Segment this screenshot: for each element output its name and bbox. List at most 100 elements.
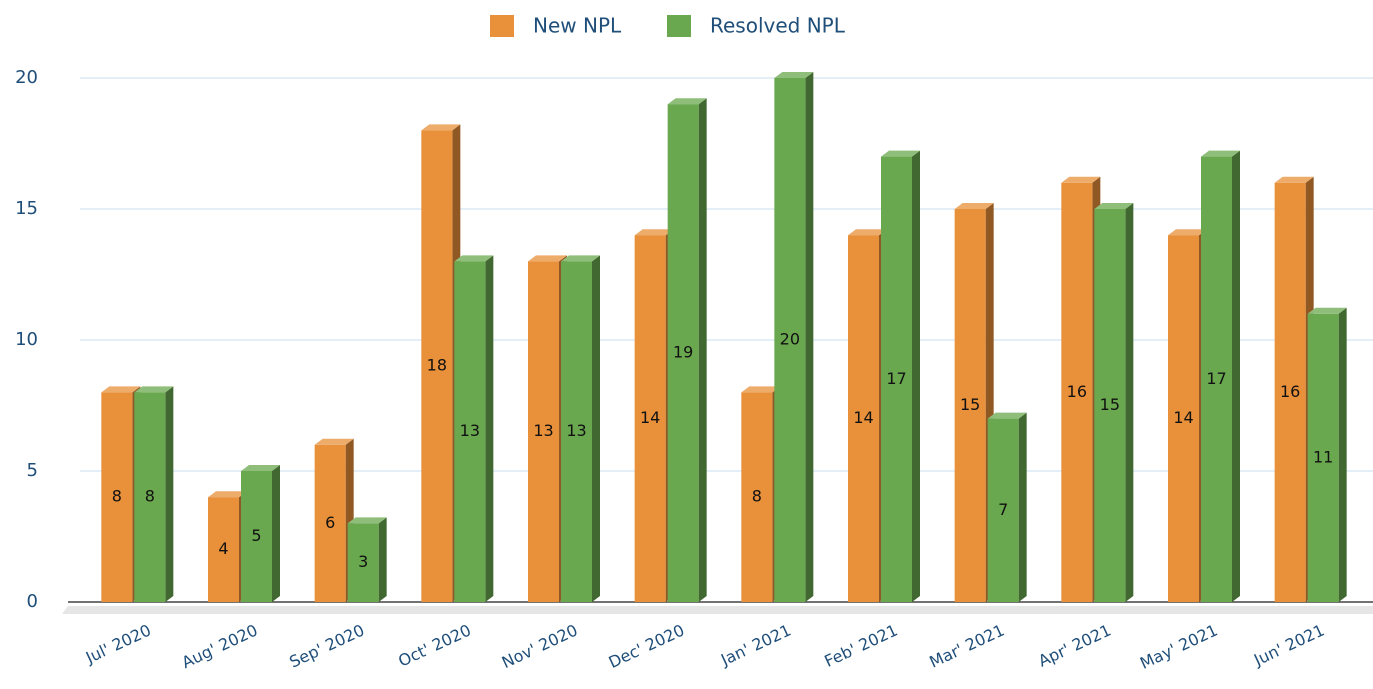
bar-side bbox=[272, 465, 280, 602]
bar bbox=[454, 255, 494, 602]
value-label: 8 bbox=[752, 487, 762, 506]
y-tick-label: 20 bbox=[15, 67, 38, 88]
bar-side bbox=[698, 98, 707, 602]
bar-front bbox=[774, 78, 806, 602]
bar bbox=[1094, 203, 1134, 602]
bar-top bbox=[667, 98, 707, 105]
bar-top bbox=[101, 386, 141, 393]
value-label: 19 bbox=[673, 343, 693, 362]
bar bbox=[1201, 150, 1240, 602]
bar bbox=[134, 386, 174, 602]
bar bbox=[561, 255, 600, 602]
bar-top bbox=[454, 255, 494, 262]
bar bbox=[774, 72, 814, 602]
x-tick-label: Jul' 2020 bbox=[82, 620, 154, 667]
value-label: 13 bbox=[533, 421, 553, 440]
legend-swatch bbox=[667, 15, 691, 37]
bar-front bbox=[741, 392, 773, 602]
bar-front bbox=[987, 418, 1019, 602]
bar bbox=[241, 465, 280, 602]
bar-front bbox=[208, 497, 239, 602]
bar bbox=[667, 98, 707, 602]
bar-front bbox=[421, 130, 453, 602]
bar-top bbox=[1201, 150, 1240, 157]
value-label: 8 bbox=[145, 487, 155, 506]
bar bbox=[1307, 307, 1347, 602]
value-label: 17 bbox=[886, 369, 906, 388]
bar-side bbox=[1018, 412, 1027, 602]
bar-front bbox=[134, 392, 166, 602]
bar-front bbox=[561, 261, 592, 602]
bar-side bbox=[165, 386, 174, 602]
bar-front bbox=[667, 104, 699, 602]
x-tick-label: Jan' 2021 bbox=[717, 620, 794, 669]
legend-swatch bbox=[490, 15, 514, 37]
bar-top bbox=[561, 255, 600, 262]
bar-front bbox=[1061, 182, 1093, 603]
x-tick-label: Apr' 2021 bbox=[1035, 620, 1114, 670]
bar-side bbox=[1232, 150, 1240, 602]
bar-side bbox=[805, 72, 814, 602]
y-tick-label: 5 bbox=[27, 460, 38, 481]
bar-front bbox=[528, 261, 559, 602]
bar-side bbox=[1338, 307, 1347, 602]
x-tick-label: May' 2021 bbox=[1137, 620, 1221, 672]
bar-top bbox=[848, 229, 887, 236]
bar-front bbox=[1168, 235, 1199, 602]
bar-top bbox=[1168, 229, 1207, 236]
bar-front bbox=[1094, 209, 1126, 602]
x-tick-label: Oct' 2020 bbox=[395, 620, 474, 670]
x-tick-label: Dec' 2020 bbox=[606, 620, 688, 672]
value-label: 11 bbox=[1313, 447, 1333, 466]
value-label: 16 bbox=[1067, 382, 1087, 401]
bar-front bbox=[241, 471, 272, 602]
value-label: 15 bbox=[960, 395, 980, 414]
value-label: 3 bbox=[358, 552, 368, 571]
value-label: 14 bbox=[1173, 408, 1193, 427]
bar-side bbox=[1125, 203, 1134, 602]
bar-side bbox=[592, 255, 600, 602]
bar-top bbox=[774, 72, 814, 78]
value-label: 4 bbox=[218, 539, 228, 558]
bar-top bbox=[634, 229, 674, 236]
bar-front bbox=[347, 523, 379, 602]
value-label: 20 bbox=[780, 330, 800, 349]
x-tick-label: Sep' 2020 bbox=[286, 620, 367, 671]
x-tick-label: Feb' 2021 bbox=[821, 620, 900, 670]
value-label: 15 bbox=[1100, 395, 1120, 414]
bar-side bbox=[378, 517, 387, 602]
bar-top bbox=[208, 491, 247, 498]
value-label: 6 bbox=[325, 513, 335, 532]
value-label: 13 bbox=[566, 421, 586, 440]
bar bbox=[314, 438, 354, 602]
legend-label: Resolved NPL bbox=[710, 14, 846, 38]
bar bbox=[347, 517, 387, 602]
value-label: 18 bbox=[427, 356, 447, 375]
bar-side bbox=[485, 255, 494, 602]
bar-top bbox=[314, 438, 354, 445]
bar-top bbox=[1307, 307, 1347, 314]
bar-front bbox=[954, 209, 986, 602]
bar-top bbox=[421, 124, 461, 131]
value-label: 14 bbox=[640, 408, 660, 427]
x-tick-label: Nov' 2020 bbox=[499, 620, 581, 672]
x-tick-label: Jun' 2021 bbox=[1250, 620, 1327, 669]
bar-side bbox=[912, 150, 920, 602]
value-label: 8 bbox=[112, 487, 122, 506]
bar-front bbox=[101, 392, 133, 602]
bar-front bbox=[1307, 313, 1339, 602]
y-tick-label: 0 bbox=[27, 591, 38, 612]
value-label: 7 bbox=[998, 500, 1008, 519]
bar-top bbox=[1274, 176, 1314, 183]
bar-top bbox=[1061, 176, 1101, 183]
bar-top bbox=[987, 412, 1027, 419]
floor bbox=[62, 606, 1373, 614]
bar-top bbox=[881, 150, 920, 157]
bar-top bbox=[241, 465, 280, 471]
y-tick-label: 10 bbox=[15, 329, 38, 350]
value-label: 16 bbox=[1280, 382, 1300, 401]
bar bbox=[987, 412, 1027, 602]
bar-front bbox=[848, 235, 879, 602]
bar-front bbox=[1274, 182, 1306, 603]
